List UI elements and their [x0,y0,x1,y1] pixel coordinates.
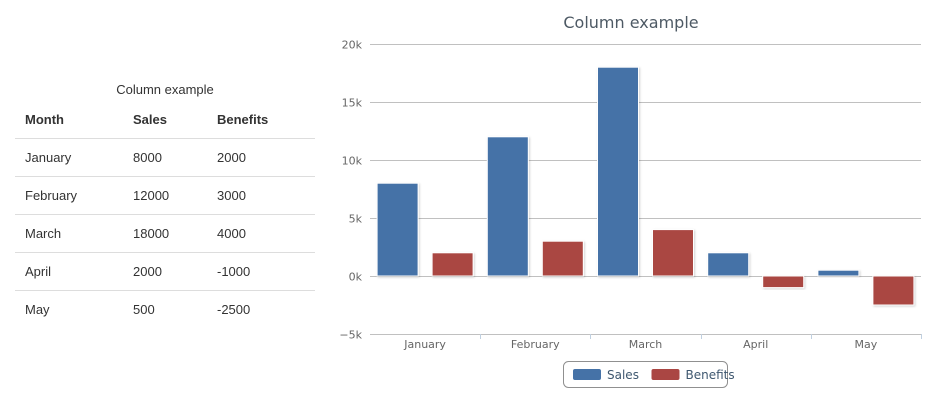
y-tick-label: 0k [349,271,363,284]
y-axis: 20k 15k 10k 5k 0k −5k [339,39,362,342]
cell-sales: 18000 [123,214,207,253]
bar-sales-may[interactable] [817,269,860,277]
x-tick-label: April [743,338,768,351]
cell-benefits: 3000 [207,176,315,215]
legend-label: Sales [607,368,639,382]
x-tick-label: May [855,338,878,351]
bar-benefits-april[interactable] [762,275,805,289]
cell-month: March [15,214,123,253]
cell-month: January [15,138,123,177]
column-chart: Column example 20k 15k 10k 5k 0k −5k January F… [339,13,922,388]
y-gridlines [370,44,921,335]
table-row: May 500 -2500 [15,291,315,329]
data-table: Month Sales Benefits January 8000 2000 F… [15,100,315,328]
cell-month: February [15,176,123,215]
table-caption: Column example [116,82,214,97]
cell-sales: 8000 [123,138,207,177]
x-axis: January February March April May [403,334,922,351]
bar-sales-march[interactable] [597,66,639,277]
y-tick-label: 5k [349,213,363,226]
y-tick-label: 15k [342,97,363,110]
cell-benefits: -1000 [207,252,315,291]
table-row: February 12000 3000 [15,176,315,215]
cell-month: April [15,252,123,291]
bar-benefits-february[interactable] [541,240,584,277]
chart-title: Column example [563,13,698,32]
bar-sales-february[interactable] [486,136,529,277]
legend-item-sales[interactable]: Sales [573,368,639,382]
y-tick-label: 20k [342,39,363,52]
x-tick-label: February [511,338,560,351]
cell-benefits: 2000 [207,138,315,177]
table-row: March 18000 4000 [15,214,315,253]
bar-sales-april[interactable] [707,252,750,277]
cell-sales: 500 [133,302,155,317]
y-tick-label: −5k [339,329,362,342]
cell-sales: 12000 [123,176,207,215]
bar-benefits-january[interactable] [431,252,474,277]
legend[interactable]: Sales Benefits [563,361,735,388]
bar-benefits-may[interactable] [872,275,915,306]
table-row: April 2000 -1000 [15,252,315,291]
legend-box [563,361,728,388]
bar-benefits-march[interactable] [652,229,694,277]
column-header-benefits: Benefits [207,100,315,139]
column-header-sales: Sales [123,100,207,139]
x-tick-label: March [629,338,663,351]
legend-label: Benefits [686,368,735,382]
x-tick-label: January [403,338,446,351]
table-header-row: Month Sales Benefits [15,100,315,139]
table-row: January 8000 2000 [15,138,315,177]
column-header-month: Month [15,100,123,139]
cell-benefits: -2500 [217,302,251,317]
bar-sales-january[interactable] [376,182,419,277]
legend-swatch-icon [651,369,680,380]
cell-month: May [25,302,50,317]
legend-swatch-icon [573,369,601,380]
cell-benefits: 4000 [207,214,315,253]
y-tick-label: 10k [342,155,363,168]
data-table-container: Column example Month Sales Benefits Janu… [15,80,315,328]
plot-bars [376,66,915,306]
legend-item-benefits[interactable]: Benefits [651,368,735,382]
cell-sales: 2000 [123,252,207,291]
